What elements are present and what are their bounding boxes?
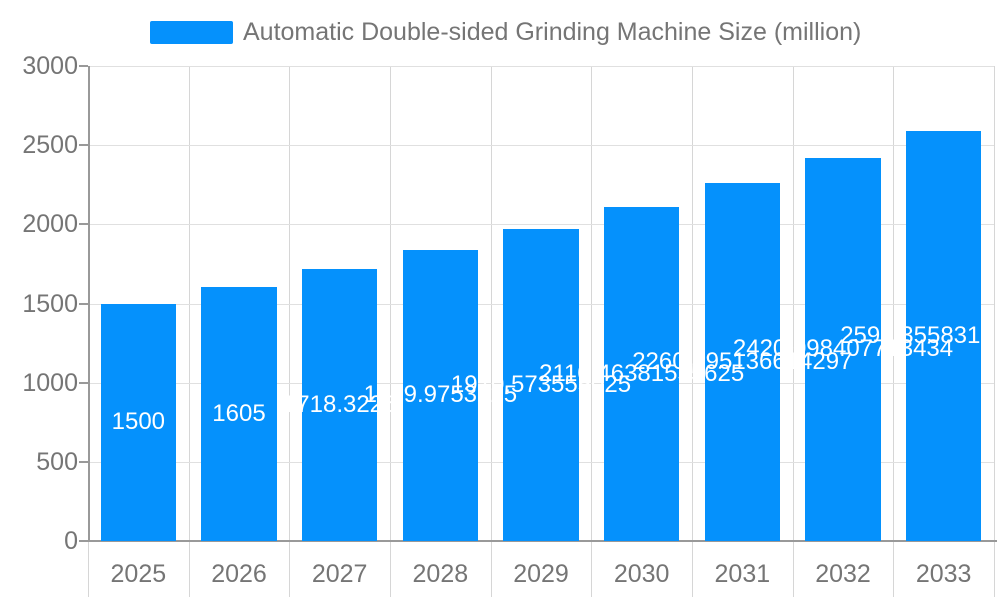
bar[interactable] (301, 268, 378, 541)
v-gridline (893, 66, 895, 597)
v-gridline (390, 66, 391, 597)
x-axis-label: 2030 (613, 560, 670, 588)
legend-label: Automatic Double-sided Grinding Machine … (243, 18, 862, 46)
v-gridline (188, 66, 190, 597)
bar[interactable] (905, 130, 982, 541)
bar-value-label: 1839.9753125 (363, 381, 518, 409)
h-gridline (88, 66, 994, 67)
bar-value-label: 1970.573555025 (450, 370, 632, 398)
bar[interactable] (100, 303, 177, 541)
h-gridline (88, 145, 994, 147)
y-axis-label: 1000 (22, 368, 78, 397)
y-axis-label: 2000 (22, 210, 78, 239)
bar[interactable] (805, 157, 881, 541)
bar-value-label: 1500 (111, 408, 166, 436)
x-axis-label: 2025 (110, 560, 167, 588)
x-axis-label: 2032 (815, 560, 871, 588)
x-axis-label: 2026 (211, 560, 267, 588)
bar-value-label: 1718.3225 (282, 390, 397, 418)
v-gridline (692, 66, 693, 597)
y-axis-label: 3000 (22, 52, 78, 80)
bar-value-label: 2110.46381555625 (539, 359, 745, 387)
x-axis-label: 2033 (915, 560, 972, 588)
y-axis-label: 1500 (22, 289, 78, 318)
y-axis-tick (79, 381, 88, 384)
y-axis-label: 0 (64, 527, 78, 555)
bar[interactable] (704, 183, 781, 541)
y-axis-tick (79, 65, 88, 67)
legend-swatch (150, 21, 233, 44)
bar-value-label: 2591.35583181434 (840, 321, 1000, 349)
x-axis-label: 2028 (412, 560, 469, 588)
h-gridline (88, 224, 994, 226)
v-gridline (289, 66, 291, 597)
legend[interactable]: Automatic Double-sided Grinding Machine … (150, 18, 862, 46)
bar[interactable] (603, 206, 680, 541)
y-axis-label: 2500 (22, 131, 78, 160)
bar[interactable] (402, 249, 479, 541)
y-axis-tick (79, 460, 88, 463)
bar-value-label: 2260.495136614297 (632, 348, 853, 376)
y-axis-tick (79, 144, 88, 147)
bar-value-label: 1605 (212, 399, 266, 427)
v-gridline (490, 66, 492, 597)
y-axis-line (88, 66, 90, 541)
v-gridline (591, 66, 593, 597)
x-axis-label: 2027 (311, 560, 368, 588)
bar-value-label: 2420.098407713434 (732, 335, 954, 363)
y-axis-label: 500 (36, 447, 78, 476)
y-axis-tick (79, 302, 88, 305)
v-gridline (792, 66, 794, 597)
x-axis-label: 2031 (714, 560, 771, 588)
x-axis-line (79, 540, 997, 542)
x-axis-label: 2029 (513, 560, 569, 588)
bar[interactable] (201, 286, 277, 541)
v-gridline (994, 66, 995, 597)
bar[interactable] (503, 228, 579, 541)
y-axis-tick (79, 223, 88, 226)
